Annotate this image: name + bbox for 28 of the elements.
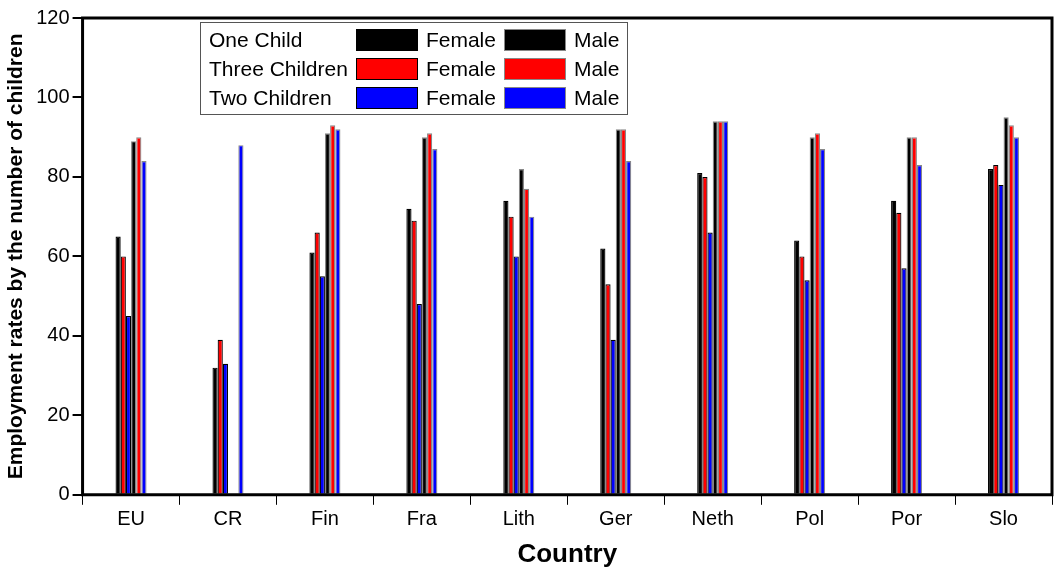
x-tick-label: Fra bbox=[406, 507, 438, 530]
x-tick-label: Neth bbox=[691, 507, 734, 530]
y-axis-title: Employment rates by the number of children bbox=[3, 33, 27, 480]
y-tick-label: 120 bbox=[36, 5, 70, 28]
y-tick-label: 0 bbox=[58, 482, 70, 505]
x-tick-label: Ger bbox=[599, 507, 633, 530]
x-tick-label: Slo bbox=[989, 507, 1018, 530]
x-tick-label: Lith bbox=[502, 507, 535, 530]
x-tick-label: Fin bbox=[311, 507, 339, 530]
x-tick-label: EU bbox=[117, 507, 145, 530]
x-axis-title: Country bbox=[517, 537, 618, 568]
legend-label: Female bbox=[425, 27, 496, 53]
legend-label: Male bbox=[573, 56, 620, 82]
legend-label: Female bbox=[425, 56, 496, 82]
annotation: Two Children bbox=[209, 85, 333, 111]
x-tick-label: CR bbox=[213, 507, 243, 530]
y-tick-label: 100 bbox=[36, 84, 70, 107]
legend-label: Male bbox=[573, 27, 620, 53]
annotation: Three Children bbox=[209, 56, 348, 82]
y-tick-label: 20 bbox=[47, 402, 70, 425]
legend-label: Female bbox=[425, 85, 496, 111]
x-tick-label: Por bbox=[891, 507, 923, 530]
y-tick-label: 40 bbox=[47, 323, 70, 346]
legend-label: Male bbox=[573, 85, 620, 111]
y-tick-label: 80 bbox=[47, 164, 70, 187]
x-tick-label: Pol bbox=[795, 507, 825, 530]
annotation: One Child bbox=[209, 27, 304, 53]
y-tick-label: 60 bbox=[47, 243, 70, 266]
